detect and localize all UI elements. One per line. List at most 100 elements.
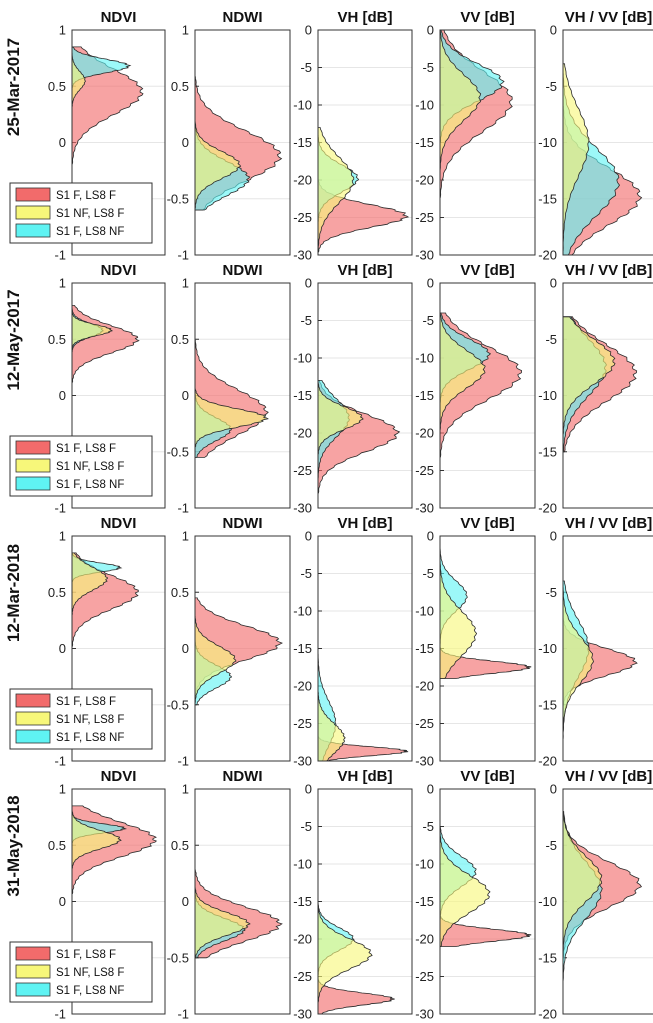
tick-label: 0 (305, 23, 312, 38)
column-title-3-row-3: VV [dB] (460, 768, 514, 785)
legend-row-0: S1 F, LS8 F S1 NF, LS8 F S1 F, LS8 NF (9, 182, 153, 244)
density-area-s1nf_ls8f (439, 833, 491, 947)
column-title-0-row-1: NDVI (101, 262, 137, 279)
column-title-1-row-2: NDWI (223, 515, 263, 532)
density-area-s1f_ls8f (317, 979, 395, 1015)
tick-label: 1 (59, 529, 66, 544)
tick-label: 1 (59, 782, 66, 797)
panel-r0-c2: -30 -25 -20 -15 -10 -5 0 (293, 23, 413, 263)
tick-label: -5 (545, 332, 557, 347)
tick-label: -30 (293, 754, 312, 769)
column-titles: NDVI NDWI VH [dB] VV [dB] VH / VV [dB] NDVI ND… (101, 9, 653, 785)
tick-label: 0.5 (48, 585, 66, 600)
column-title-3-row-2: VV [dB] (460, 515, 514, 532)
panel-r1-c2: -30 -25 -20 -15 -10 -5 0 (293, 276, 413, 516)
tick-label: -0.5 (167, 950, 189, 965)
tick-label: -15 (538, 697, 557, 712)
column-title-2-row-0: VH [dB] (338, 9, 393, 26)
tick-label: -20 (415, 426, 434, 441)
tick-label: -10 (293, 351, 312, 366)
legend-label: S1 F, LS8 F (56, 696, 116, 708)
tick-label: -20 (293, 932, 312, 947)
tick-label: 1 (59, 23, 66, 38)
panel-r3-c1: -1 -0.5 0 0.5 1 (167, 782, 291, 1022)
legend-row-1: S1 F, LS8 F S1 NF, LS8 F S1 F, LS8 NF (9, 435, 153, 497)
panel-frame (194, 788, 291, 1015)
tick-label: -10 (538, 894, 557, 909)
panel-frame (71, 788, 166, 1015)
tick-label: 0 (59, 135, 66, 150)
tick-label: -20 (538, 248, 557, 263)
tick-label: -15 (538, 444, 557, 459)
panel-frame (439, 29, 536, 256)
density-area-s1nf_ls8f (194, 887, 251, 959)
tick-label: 1 (182, 23, 189, 38)
density-area-s1nf_ls8f (71, 311, 114, 349)
panel-r2-c1: -1 -0.5 0 0.5 1 (167, 529, 291, 769)
tick-label: -5 (422, 819, 434, 834)
row-title-1: 12-May-2017 (4, 289, 23, 390)
legend-swatch-s1f_ls8f (15, 946, 51, 961)
tick-label: -1 (54, 1007, 66, 1022)
panel-frame (194, 282, 291, 509)
tick-label: 1 (182, 529, 189, 544)
tick-label: -15 (538, 191, 557, 206)
density-area-s1nf_ls8f (562, 587, 594, 733)
tick-label: -15 (415, 388, 434, 403)
legend-swatch-s1nf_ls8f (15, 458, 51, 473)
tick-label: 0 (427, 782, 434, 797)
legend-label: S1 NF, LS8 F (56, 208, 124, 220)
tick-label: -20 (415, 679, 434, 694)
density-area-s1nf_ls8f (317, 690, 346, 762)
column-title-3-row-1: VV [dB] (460, 262, 514, 279)
row-title-2: 12-Mar-2018 (4, 544, 23, 642)
legend-label: S1 F, LS8 NF (56, 985, 124, 997)
tick-label: -1 (177, 754, 189, 769)
column-title-4-row-3: VH / VV [dB] (565, 768, 653, 785)
tick-label: 0 (550, 276, 557, 291)
column-title-2-row-1: VH [dB] (338, 262, 393, 279)
panel-r2-c3: -30 -25 -20 -15 -10 -5 0 (415, 529, 536, 769)
legend-swatch-s1f_ls8nf (15, 729, 51, 744)
legend-row-2: S1 F, LS8 F S1 NF, LS8 F S1 F, LS8 NF (9, 688, 153, 750)
tick-label: -30 (415, 501, 434, 516)
tick-label: 0 (59, 894, 66, 909)
tick-label: -5 (300, 819, 312, 834)
tick-label: -15 (415, 641, 434, 656)
panel-frame (562, 282, 653, 509)
tick-label: -10 (293, 604, 312, 619)
panel-r3-c4: -20 -15 -10 -5 0 (538, 782, 653, 1022)
legend-swatch-s1nf_ls8f (15, 711, 51, 726)
panel-frame (194, 29, 291, 256)
tick-label: 0 (305, 782, 312, 797)
panel-r2-c4: -20 -15 -10 -5 0 (538, 529, 653, 769)
legend-label: S1 F, LS8 F (56, 443, 116, 455)
tick-label: -15 (293, 135, 312, 150)
tick-label: -5 (300, 566, 312, 581)
tick-label: -30 (293, 501, 312, 516)
tick-label: -10 (415, 98, 434, 113)
tick-label: 0.5 (48, 838, 66, 853)
legend-swatch-s1f_ls8nf (15, 223, 51, 238)
density-area-s1nf_ls8f (439, 561, 478, 679)
panel-r1-c1: -1 -0.5 0 0.5 1 (167, 276, 291, 516)
tick-label: -15 (538, 950, 557, 965)
tick-label: 1 (182, 782, 189, 797)
panel-frame (194, 535, 291, 762)
tick-label: -20 (538, 501, 557, 516)
tick-label: 0 (305, 276, 312, 291)
tick-label: -25 (415, 716, 434, 731)
panel-frame (439, 282, 536, 509)
panel-grid: -1-0.500.51-1-0.500.51-30-25-20-15-10-50… (44, 23, 653, 1022)
tick-label: 0 (550, 782, 557, 797)
column-title-4-row-0: VH / VV [dB] (565, 9, 653, 26)
row-title-3: 31-May-2018 (4, 795, 23, 896)
panel-frame (562, 29, 653, 256)
density-area-s1nf_ls8f (194, 616, 237, 704)
tick-label: -5 (422, 313, 434, 328)
panel-frame (71, 282, 166, 509)
tick-label: -20 (538, 754, 557, 769)
tick-label: -1 (54, 754, 66, 769)
legend-label: S1 F, LS8 NF (56, 732, 124, 744)
